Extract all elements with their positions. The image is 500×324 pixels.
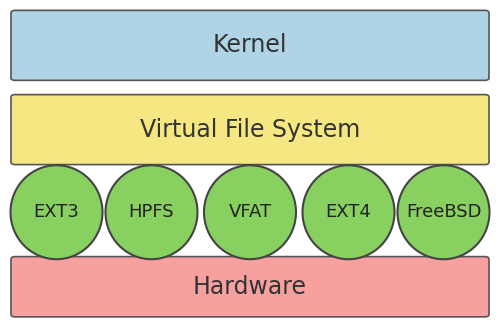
Text: Kernel: Kernel xyxy=(213,33,287,57)
Text: EXT4: EXT4 xyxy=(326,203,372,221)
Text: EXT3: EXT3 xyxy=(34,203,80,221)
Ellipse shape xyxy=(10,165,102,259)
Ellipse shape xyxy=(302,165,394,259)
FancyBboxPatch shape xyxy=(11,10,489,80)
Text: FreeBSD: FreeBSD xyxy=(406,203,481,221)
Text: Virtual File System: Virtual File System xyxy=(140,118,360,142)
Ellipse shape xyxy=(398,165,490,259)
Ellipse shape xyxy=(106,165,198,259)
Text: Hardware: Hardware xyxy=(193,275,307,299)
Text: HPFS: HPFS xyxy=(128,203,174,221)
Ellipse shape xyxy=(204,165,296,259)
FancyBboxPatch shape xyxy=(11,257,489,317)
FancyBboxPatch shape xyxy=(11,95,489,165)
Text: VFAT: VFAT xyxy=(228,203,272,221)
